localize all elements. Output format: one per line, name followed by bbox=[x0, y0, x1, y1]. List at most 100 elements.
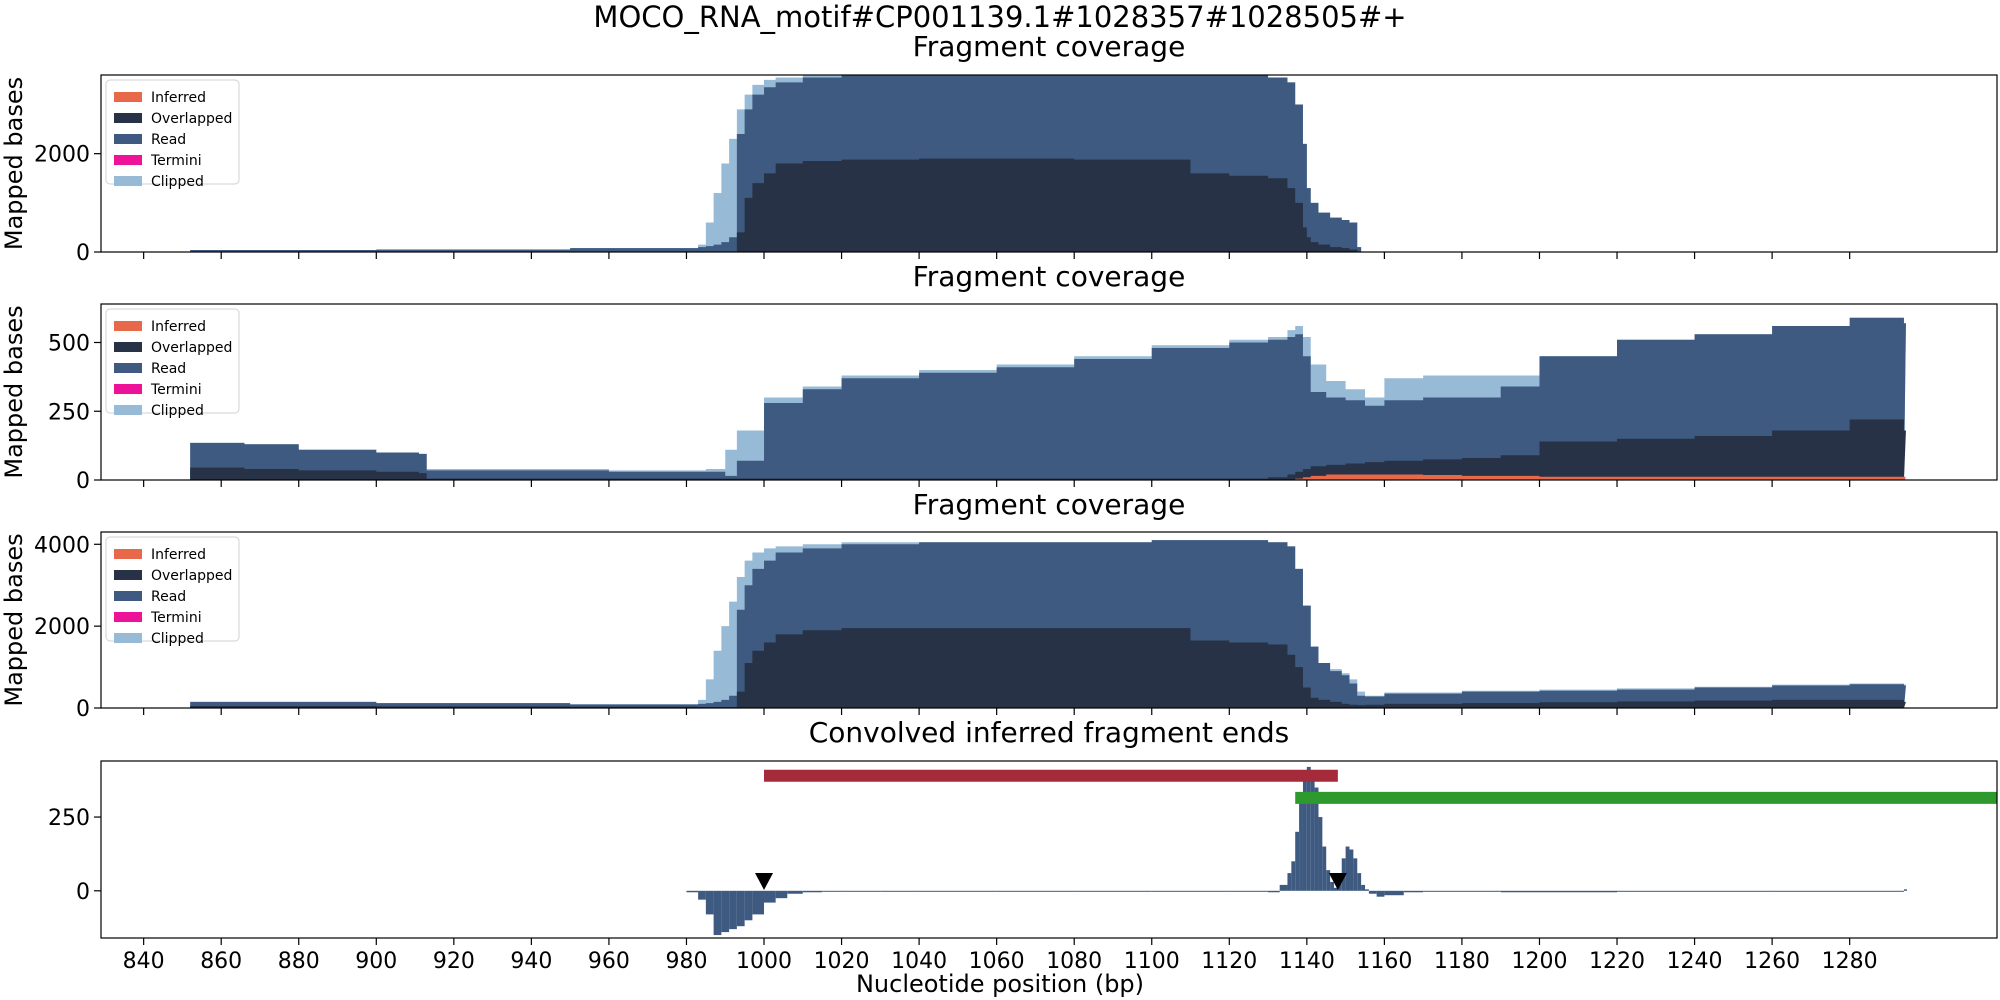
bar bbox=[1299, 802, 1303, 891]
legend-label: Clipped bbox=[151, 174, 204, 190]
series-read bbox=[190, 540, 1906, 708]
plot-series bbox=[190, 317, 1906, 480]
bar bbox=[752, 890, 765, 915]
bar bbox=[1353, 858, 1358, 891]
x-tick-label: 980 bbox=[665, 949, 707, 974]
legend-swatch bbox=[114, 342, 142, 352]
panel-title: Convolved inferred fragment ends bbox=[809, 716, 1290, 749]
x-tick-label: 900 bbox=[355, 949, 397, 974]
x-tick-label: 920 bbox=[433, 949, 475, 974]
y-tick-label: 500 bbox=[48, 332, 90, 357]
axes-frame bbox=[100, 303, 1998, 481]
bar bbox=[1326, 870, 1331, 891]
chart-panel: Fragment coverage 0 250 500 Mapped bases Infe… bbox=[0, 260, 1998, 494]
axes-frame bbox=[100, 74, 1998, 253]
series-overlapped bbox=[190, 419, 1906, 480]
legend-swatch bbox=[114, 549, 142, 559]
axes-frame bbox=[100, 760, 1998, 939]
bar bbox=[1074, 890, 1152, 892]
x-tick-label: 960 bbox=[588, 949, 630, 974]
bar bbox=[1357, 873, 1362, 891]
bar bbox=[1306, 766, 1311, 891]
bar bbox=[1322, 846, 1327, 891]
y-tick-label: 0 bbox=[76, 880, 90, 905]
bar bbox=[1151, 890, 1230, 892]
bar bbox=[1349, 849, 1354, 891]
panel-title: Fragment coverage bbox=[913, 488, 1186, 521]
bar bbox=[698, 890, 706, 900]
x-tick-label: 1240 bbox=[1667, 949, 1723, 974]
legend-label: Inferred bbox=[151, 319, 206, 335]
x-tick-label: 1280 bbox=[1822, 949, 1878, 974]
plot-series bbox=[190, 75, 1364, 252]
bar bbox=[744, 890, 753, 921]
x-tick-label: 1160 bbox=[1356, 949, 1412, 974]
bar bbox=[775, 890, 788, 899]
series-overlapped bbox=[190, 158, 1364, 252]
bar bbox=[802, 890, 823, 893]
x-tick-label: 1020 bbox=[814, 949, 870, 974]
bar bbox=[1617, 890, 1773, 892]
bar bbox=[1229, 890, 1269, 892]
legend: Inferred Overlapped Read Termini Clipped bbox=[105, 308, 240, 419]
x-tick-label: 1040 bbox=[891, 949, 947, 974]
legend-swatch bbox=[114, 155, 142, 165]
legend-swatch bbox=[114, 134, 142, 144]
bar bbox=[1772, 890, 1904, 892]
y-axis-label: Mapped bases bbox=[0, 533, 28, 706]
y-axis-label: Mapped bases bbox=[0, 305, 28, 478]
x-tick-label: 880 bbox=[278, 949, 320, 974]
bar bbox=[1314, 787, 1319, 891]
legend-swatch bbox=[114, 113, 142, 123]
legend: Inferred Overlapped Read Termini Clipped bbox=[105, 536, 240, 647]
series-inferred bbox=[190, 474, 1906, 480]
x-tick-label: 1260 bbox=[1744, 949, 1800, 974]
legend-label: Inferred bbox=[151, 547, 206, 563]
marker-triangle bbox=[1328, 872, 1347, 890]
y-tick-label: 250 bbox=[48, 806, 90, 831]
x-tick-label: 840 bbox=[123, 949, 165, 974]
bar bbox=[1403, 890, 1424, 893]
bar bbox=[919, 890, 997, 892]
bar bbox=[1345, 846, 1350, 891]
bar bbox=[1384, 890, 1404, 896]
bar bbox=[1318, 817, 1323, 891]
bar bbox=[1268, 890, 1280, 893]
x-tick-label: 1060 bbox=[969, 949, 1025, 974]
bar bbox=[1423, 890, 1501, 892]
range-bar bbox=[1295, 791, 1997, 804]
bar bbox=[764, 890, 776, 903]
x-tick-label: 1000 bbox=[736, 949, 792, 974]
legend-label: Read bbox=[151, 589, 186, 605]
x-tick-label: 1080 bbox=[1046, 949, 1102, 974]
panel-title: Fragment coverage bbox=[913, 30, 1186, 63]
bar bbox=[1310, 772, 1315, 891]
chart-panel: Convolved inferred fragment ends 0 250 840 8… bbox=[48, 716, 1998, 974]
legend-swatch bbox=[114, 321, 142, 331]
bar bbox=[996, 890, 1075, 892]
legend-swatch bbox=[114, 612, 142, 622]
x-tick-label: 1120 bbox=[1201, 949, 1257, 974]
bar bbox=[1361, 884, 1365, 891]
x-tick-label: 1140 bbox=[1279, 949, 1335, 974]
x-tick-label: 1200 bbox=[1511, 949, 1567, 974]
legend-label: Overlapped bbox=[151, 340, 232, 356]
bar bbox=[1295, 831, 1300, 891]
legend-label: Read bbox=[151, 361, 186, 377]
y-tick-label: 0 bbox=[76, 697, 90, 722]
legend-label: Termini bbox=[150, 382, 202, 398]
range-bar bbox=[764, 769, 1338, 782]
y-axis-label: Mapped bases bbox=[0, 77, 28, 250]
bar bbox=[880, 890, 920, 892]
legend: Inferred Overlapped Read Termini Clipped bbox=[105, 79, 240, 190]
bar bbox=[713, 890, 722, 936]
legend-swatch bbox=[114, 92, 142, 102]
legend-label: Inferred bbox=[151, 90, 206, 106]
plot-series bbox=[686, 766, 1997, 936]
bar bbox=[841, 890, 881, 892]
plot-area bbox=[101, 761, 1997, 938]
marker-triangle bbox=[755, 872, 774, 890]
axes-frame bbox=[100, 531, 1998, 709]
